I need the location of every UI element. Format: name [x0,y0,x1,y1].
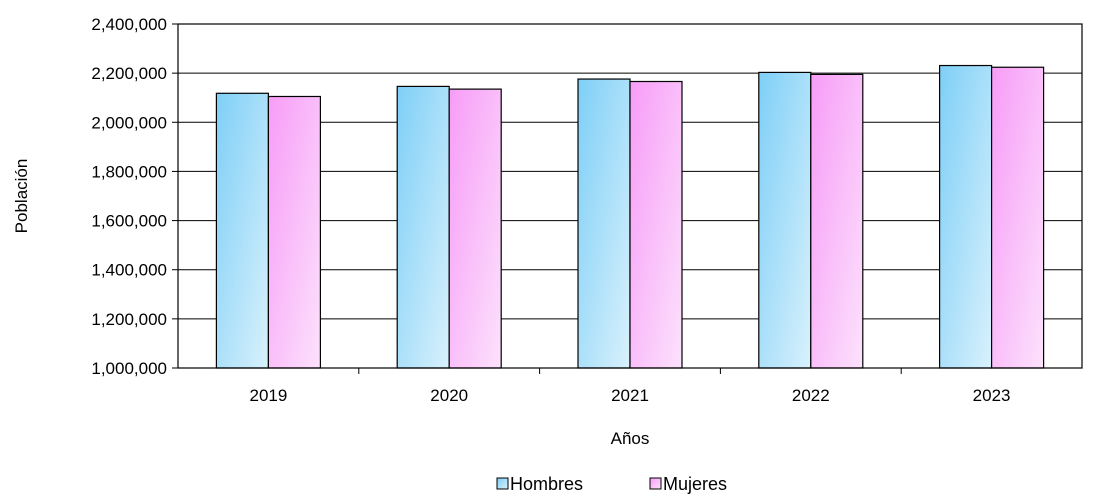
x-tick-label: 2020 [430,386,468,405]
x-tick-label: 2022 [792,386,830,405]
legend: Hombres Mujeres [496,474,727,494]
y-tick-label: 1,200,000 [91,310,167,329]
legend-swatch-mujeres [649,477,662,490]
x-axis-title: Años [611,429,650,448]
bar-mujeres-2020 [448,88,502,369]
bar-mujeres-2019 [267,95,321,369]
y-tick-label: 1,600,000 [91,212,167,231]
y-tick-label: 1,400,000 [91,261,167,280]
legend-swatch-hombres [496,477,509,490]
y-tick-label: 2,200,000 [91,64,167,83]
x-tick-label: 2019 [249,386,287,405]
y-tick-label: 2,000,000 [91,113,167,132]
legend-label-mujeres: Mujeres [663,474,727,494]
legend-label-hombres: Hombres [510,474,583,494]
y-tick-label: 1,800,000 [91,162,167,181]
y-tick-label: 2,400,000 [91,15,167,34]
y-tick-label: 1,000,000 [91,359,167,378]
bar-hombres-2020 [396,85,450,369]
bar-hombres-2023 [938,64,993,369]
bar-mujeres-2023 [990,66,1045,369]
bar-hombres-2021 [577,78,631,369]
bar-hombres-2019 [215,92,269,369]
bar-mujeres-2022 [810,73,864,369]
bars [215,64,1045,369]
x-tick-label: 2021 [611,386,649,405]
plot-border [177,23,1083,369]
bar-mujeres-2021 [629,80,683,369]
axes [177,23,1083,369]
bar-hombres-2022 [758,71,812,369]
x-tick-label: 2023 [973,386,1011,405]
y-tick-labels: 1,000,000 1,200,000 1,400,000 1,600,000 1,80… [91,15,167,378]
y-axis-title: Población [12,159,31,234]
x-tick-labels: 2019 2020 2021 2022 2023 [249,386,1010,405]
